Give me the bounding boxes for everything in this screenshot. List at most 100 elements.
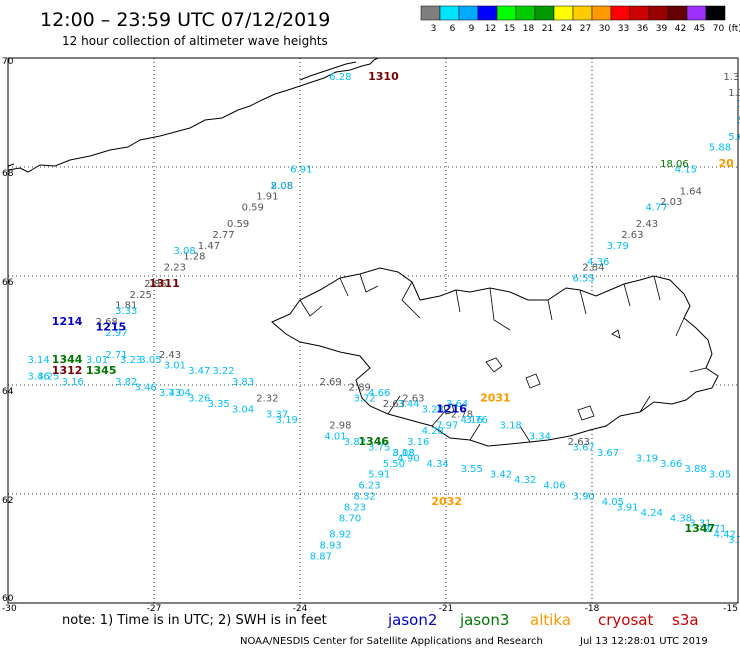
- wave-height-value: 3.05: [709, 470, 731, 481]
- color-scale-label: 24: [561, 24, 573, 34]
- color-scale-label: 30: [599, 24, 611, 34]
- wave-height-value: 4.06: [543, 481, 565, 492]
- wave-height-value: 3.35: [208, 399, 230, 410]
- y-tick-label: 66: [2, 278, 14, 288]
- satellite-legend-jason3: jason3: [459, 611, 509, 629]
- wave-height-value: 5.91: [368, 470, 390, 481]
- wave-height-value: 1.81: [115, 301, 137, 312]
- wave-height-value: 1.39: [728, 88, 740, 99]
- wave-height-value: 4.77: [646, 203, 668, 214]
- pass-time-label: 1311: [149, 277, 180, 290]
- color-swatch: [477, 5, 498, 21]
- color-swatch: [591, 5, 612, 21]
- color-scale-label: 18: [523, 24, 535, 34]
- wave-height-value: 4.15: [675, 164, 697, 175]
- color-swatch: [496, 5, 517, 21]
- wave-height-value: 3.67: [573, 442, 595, 453]
- pass-time-label: 20: [719, 157, 735, 170]
- wave-height-value: 8.87: [310, 551, 332, 562]
- wave-height-value: 3.01: [86, 355, 108, 366]
- wave-height-value: 2.03: [660, 197, 682, 208]
- wave-height-value: 3.75: [368, 442, 390, 453]
- wave-height-value: 3.90: [573, 491, 595, 502]
- wave-height-value: 3.83: [232, 377, 254, 388]
- wave-height-value: 2.43: [636, 219, 658, 230]
- wave-height-value: 8.08: [392, 448, 414, 459]
- wave-height-value: 2.97: [105, 328, 127, 339]
- wave-height-value: 3.55: [461, 464, 483, 475]
- x-tick-label: -24: [293, 604, 308, 614]
- wave-height-value: 2.69: [319, 377, 341, 388]
- wave-height-value: 3.16: [407, 437, 429, 448]
- y-tick-label: 70: [2, 57, 14, 67]
- wave-height-value: 6.23: [358, 481, 380, 492]
- x-tick-label: -15: [723, 604, 738, 614]
- wave-height-value: 3.76: [465, 415, 487, 426]
- wave-height-value: 3.46: [135, 382, 157, 393]
- wave-height-value: 3.19: [636, 453, 658, 464]
- wave-height-value: 1.91: [256, 192, 278, 203]
- color-swatch: [629, 5, 650, 21]
- wave-height-value: 2.78: [451, 410, 473, 421]
- wave-height-value: 2.63: [568, 437, 590, 448]
- wave-height-value: 3.34: [529, 432, 551, 443]
- wave-height-value: 3.28: [422, 404, 444, 415]
- wave-height-value: 18.06: [660, 159, 689, 170]
- wave-height-value: 3.25: [37, 372, 59, 383]
- wave-height-value: 8.23: [344, 502, 366, 513]
- wave-height-value: 2.89: [349, 382, 371, 393]
- wave-height-value: 5.62: [728, 132, 740, 143]
- wave-height-value: 3.08: [173, 246, 195, 257]
- y-tick-label: 68: [2, 169, 14, 179]
- wave-height-value: 3.73: [159, 388, 181, 399]
- wave-height-value: 4.05: [602, 497, 624, 508]
- wave-height-value: 4.42: [714, 530, 736, 541]
- wave-height-value: 0.59: [242, 203, 264, 214]
- color-scale-label: 36: [637, 24, 649, 34]
- wave-height-value: 2.86: [144, 279, 166, 290]
- observation-values: 2.081.910.590.592.771.471.282.232.862.25…: [27, 72, 740, 563]
- wave-height-value: 2.32: [256, 393, 278, 404]
- pass-time-label: 1347: [684, 522, 715, 535]
- wave-height-value: 1.28: [183, 252, 205, 263]
- color-scale-label: 9: [469, 24, 475, 34]
- wave-height-value: 3.01: [164, 361, 186, 372]
- x-tick-label: -18: [585, 604, 600, 614]
- wave-height-value: 3.67: [597, 448, 619, 459]
- wave-height-value: 4.66: [368, 388, 390, 399]
- footer-timestamp: Jul 13 12:28:01 UTC 2019: [579, 636, 708, 647]
- wave-height-value: 2.68: [96, 317, 118, 328]
- wave-height-value: 3.76: [728, 535, 740, 546]
- greenland-coastline: [7, 57, 379, 173]
- wave-height-value: 3.91: [616, 502, 638, 513]
- wave-height-value: 3.44: [397, 399, 419, 410]
- iceland-lakes: [443, 329, 621, 421]
- wave-height-value: 3.46: [27, 372, 49, 383]
- wave-height-value: 2.77: [212, 230, 234, 241]
- map-title: 12:00 – 23:59 UTC 07/12/2019: [40, 9, 330, 31]
- color-scale-label: 15: [504, 24, 515, 34]
- color-scale-label: 12: [485, 24, 496, 34]
- pass-time-label: 1344: [52, 353, 83, 366]
- color-swatch: [686, 5, 707, 21]
- wave-height-value: 3.47: [188, 366, 210, 377]
- color-swatch: [515, 5, 536, 21]
- wave-height-value: 3.82: [344, 437, 366, 448]
- note-text: note: 1) Time is in UTC; 2) SWH is in fe…: [62, 613, 327, 628]
- wave-height-value: 3.82: [115, 377, 137, 388]
- wave-height-value: 2.08: [271, 181, 293, 192]
- color-swatch: [705, 5, 726, 21]
- color-scale-label: 3: [431, 24, 437, 34]
- satellite-legend-jason2: jason2: [387, 611, 437, 629]
- wave-height-value: 4.24: [641, 508, 663, 519]
- wave-height-value: 8.03: [271, 181, 293, 192]
- wave-height-value: 2.63: [402, 393, 424, 404]
- satellite-legend-s3a: s3a: [672, 611, 699, 629]
- wave-height-value: 3.64: [446, 399, 468, 410]
- color-scale-label: 27: [580, 24, 591, 34]
- pass-time-label: 2032: [431, 495, 462, 508]
- wave-height-value: 3.14: [27, 355, 49, 366]
- color-scale-label: 39: [656, 24, 668, 34]
